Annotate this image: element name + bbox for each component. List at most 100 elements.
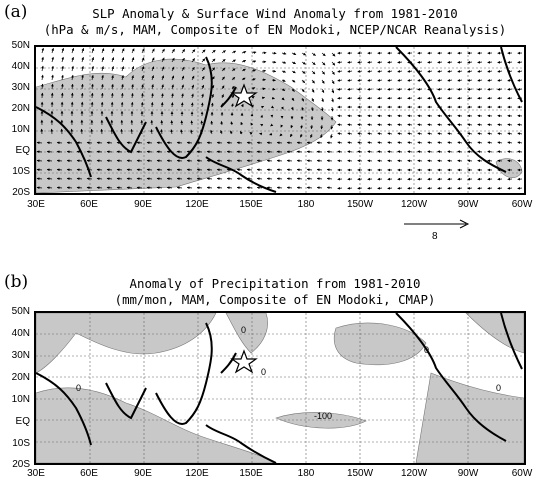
wind-vector [51, 65, 54, 72]
wind-vector [306, 150, 313, 154]
wind-vector [407, 186, 413, 190]
wind-vector [201, 93, 204, 99]
wind-vector [281, 61, 287, 64]
wind-vector [367, 87, 373, 91]
contour-label: 0 [496, 383, 501, 393]
wind-vector [357, 141, 363, 145]
wind-vector [236, 168, 243, 172]
wind-vector [246, 186, 253, 190]
wind-vector [357, 186, 363, 190]
wind-vector [231, 59, 236, 63]
wind-vector [487, 78, 493, 82]
wind-vector [91, 74, 94, 81]
wind-vector [276, 186, 283, 190]
wind-vector [296, 168, 303, 172]
wind-vector [141, 84, 144, 90]
wind-vector [141, 75, 145, 81]
panel-b-grid [36, 313, 524, 463]
wind-vector [221, 94, 224, 99]
wind-vector [96, 177, 103, 181]
wind-vector [427, 78, 433, 82]
lon-label: 150E [239, 468, 263, 479]
wind-vector [296, 159, 303, 163]
wind-vector [326, 186, 333, 190]
wind-vector [286, 168, 293, 172]
wind-vector [61, 65, 64, 72]
wind-vector [477, 159, 483, 163]
wind-vector [517, 150, 523, 154]
wind-vector [86, 150, 93, 154]
wind-vector [397, 96, 403, 100]
wind-vector [256, 177, 263, 181]
wind-vector [320, 124, 324, 130]
wind-vector [76, 159, 83, 163]
wind-vector [50, 83, 54, 90]
wind-vector [41, 74, 44, 81]
wind-vector [66, 150, 73, 154]
wind-vector [171, 66, 175, 72]
wind-vector [306, 177, 313, 181]
wind-vector [166, 186, 173, 190]
wind-vector [286, 159, 293, 163]
wind-vector [507, 60, 513, 64]
wind-vector [220, 120, 224, 126]
wind-vector [96, 159, 103, 163]
wind-vector [407, 132, 413, 136]
wind-vector [296, 186, 303, 190]
wind-vector [367, 96, 373, 100]
wind-vector [457, 150, 463, 154]
wind-vector [251, 78, 256, 81]
lon-label: 150E [239, 199, 263, 210]
wind-vector [166, 177, 173, 181]
wind-vector [236, 186, 243, 190]
wind-vector [367, 123, 373, 127]
wind-vector [96, 186, 103, 190]
wind-vector [477, 87, 483, 91]
wind-vector [407, 78, 413, 82]
wind-vector [270, 105, 275, 109]
wind-vector [300, 133, 303, 138]
lon-label: 180 [297, 468, 315, 479]
wind-vector [437, 78, 443, 82]
wind-vector [226, 159, 233, 163]
wind-vector [437, 186, 443, 190]
wind-vector [291, 52, 297, 55]
panel-a-coastlines [36, 47, 523, 193]
wind-vector [310, 124, 314, 130]
wind-vector [266, 141, 273, 145]
wind-vector [230, 130, 233, 135]
wind-vector [387, 150, 393, 154]
wind-vector [306, 168, 313, 172]
lon-label: 180 [297, 199, 315, 210]
wind-vector [60, 83, 64, 90]
wind-vector [46, 168, 53, 172]
wind-vector [80, 128, 84, 135]
wind-vector [397, 186, 403, 190]
wind-vector [86, 177, 93, 181]
wind-vector [321, 70, 325, 75]
wind-vector [156, 186, 163, 190]
wind-vector [106, 168, 113, 172]
wind-vector [290, 124, 294, 129]
wind-vector [66, 177, 73, 181]
lon-label: 60E [80, 468, 98, 479]
wind-vector [120, 128, 124, 135]
wind-vector [210, 120, 214, 126]
wind-vector [151, 93, 154, 99]
wind-vector [316, 168, 323, 172]
wind-vector [36, 168, 43, 172]
wind-vector [106, 186, 113, 190]
contour-label: -100 [314, 411, 332, 421]
wind-vector [477, 186, 483, 190]
lat-label: 10N [11, 394, 30, 405]
wind-vector [210, 129, 213, 135]
wind-vector [126, 168, 133, 172]
wind-vector [250, 122, 254, 126]
wind-vector [300, 106, 304, 111]
wind-vector [101, 83, 104, 90]
wind-vector [457, 186, 463, 190]
lat-label: 40N [11, 61, 30, 72]
wind-vector [281, 70, 287, 73]
wind-vector [240, 103, 244, 108]
wind-vector [56, 186, 63, 190]
